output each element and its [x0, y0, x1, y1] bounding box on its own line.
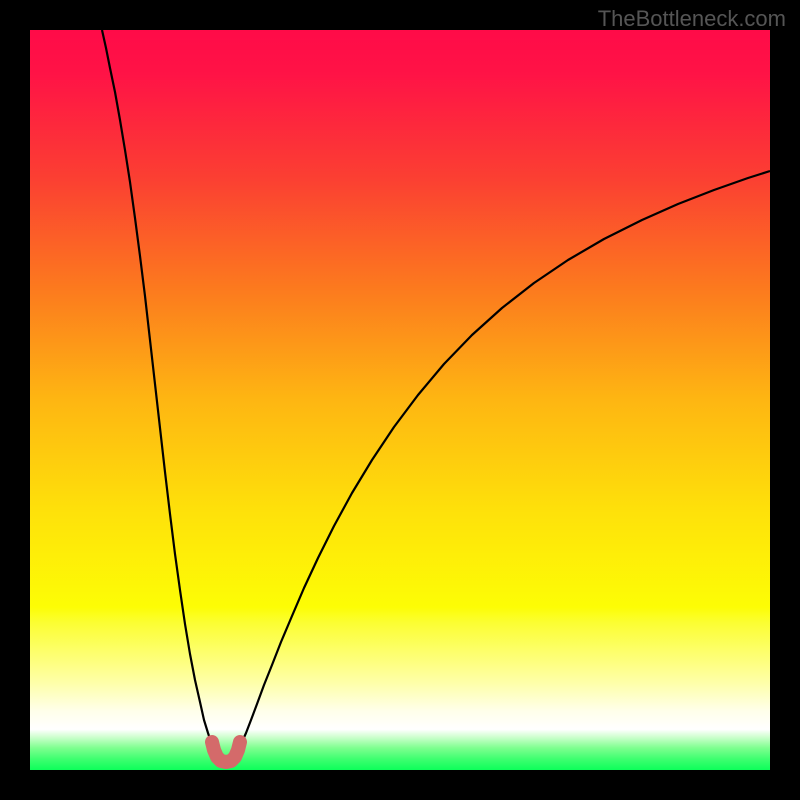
chart-frame: TheBottleneck.com — [0, 0, 800, 800]
plot-svg — [30, 30, 770, 770]
gradient-background — [30, 30, 770, 770]
plot-area — [30, 30, 770, 770]
watermark-text: TheBottleneck.com — [598, 6, 786, 32]
